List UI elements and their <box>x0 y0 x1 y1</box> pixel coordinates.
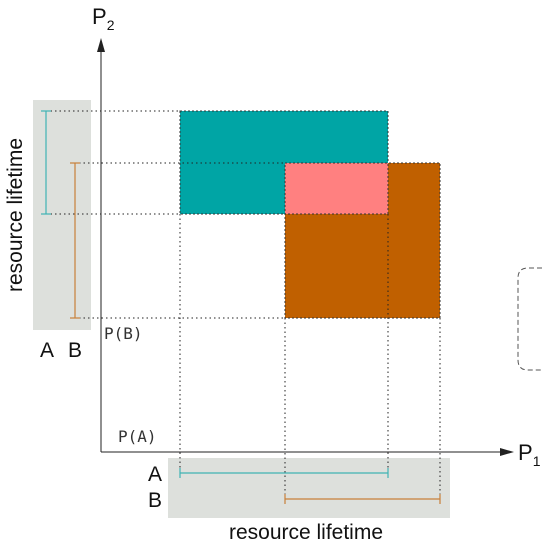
p-of-a-marker: P(A) <box>118 427 157 446</box>
vertical-lifetime-bar-b <box>70 162 80 319</box>
horizontal-row-b-label: B <box>148 489 162 512</box>
horizontal-lifetime-label: resource lifetime <box>229 521 383 544</box>
overlap-region <box>284 162 389 215</box>
y-axis-arrowhead <box>97 38 105 52</box>
vertical-lifetime-panel <box>33 100 91 330</box>
horizontal-lifetime-panel <box>168 458 450 518</box>
p2-axis-label: P2 <box>92 4 115 33</box>
p1-axis-label: P1 <box>518 440 541 469</box>
offscreen-dashed-box <box>517 267 542 371</box>
vertical-lifetime-label: resource lifetime <box>4 138 27 292</box>
p-of-b-marker: P(B) <box>104 324 143 343</box>
horizontal-row-a-label: A <box>148 463 162 486</box>
x-axis-arrowhead <box>500 448 514 456</box>
horizontal-lifetime-bar-b <box>284 494 441 504</box>
vertical-col-b-label: B <box>68 339 82 362</box>
vertical-lifetime-bar-a <box>41 110 51 215</box>
vertical-col-a-label: A <box>40 339 54 362</box>
vertical-guides <box>179 214 441 500</box>
horizontal-lifetime-bar-a <box>179 468 389 478</box>
